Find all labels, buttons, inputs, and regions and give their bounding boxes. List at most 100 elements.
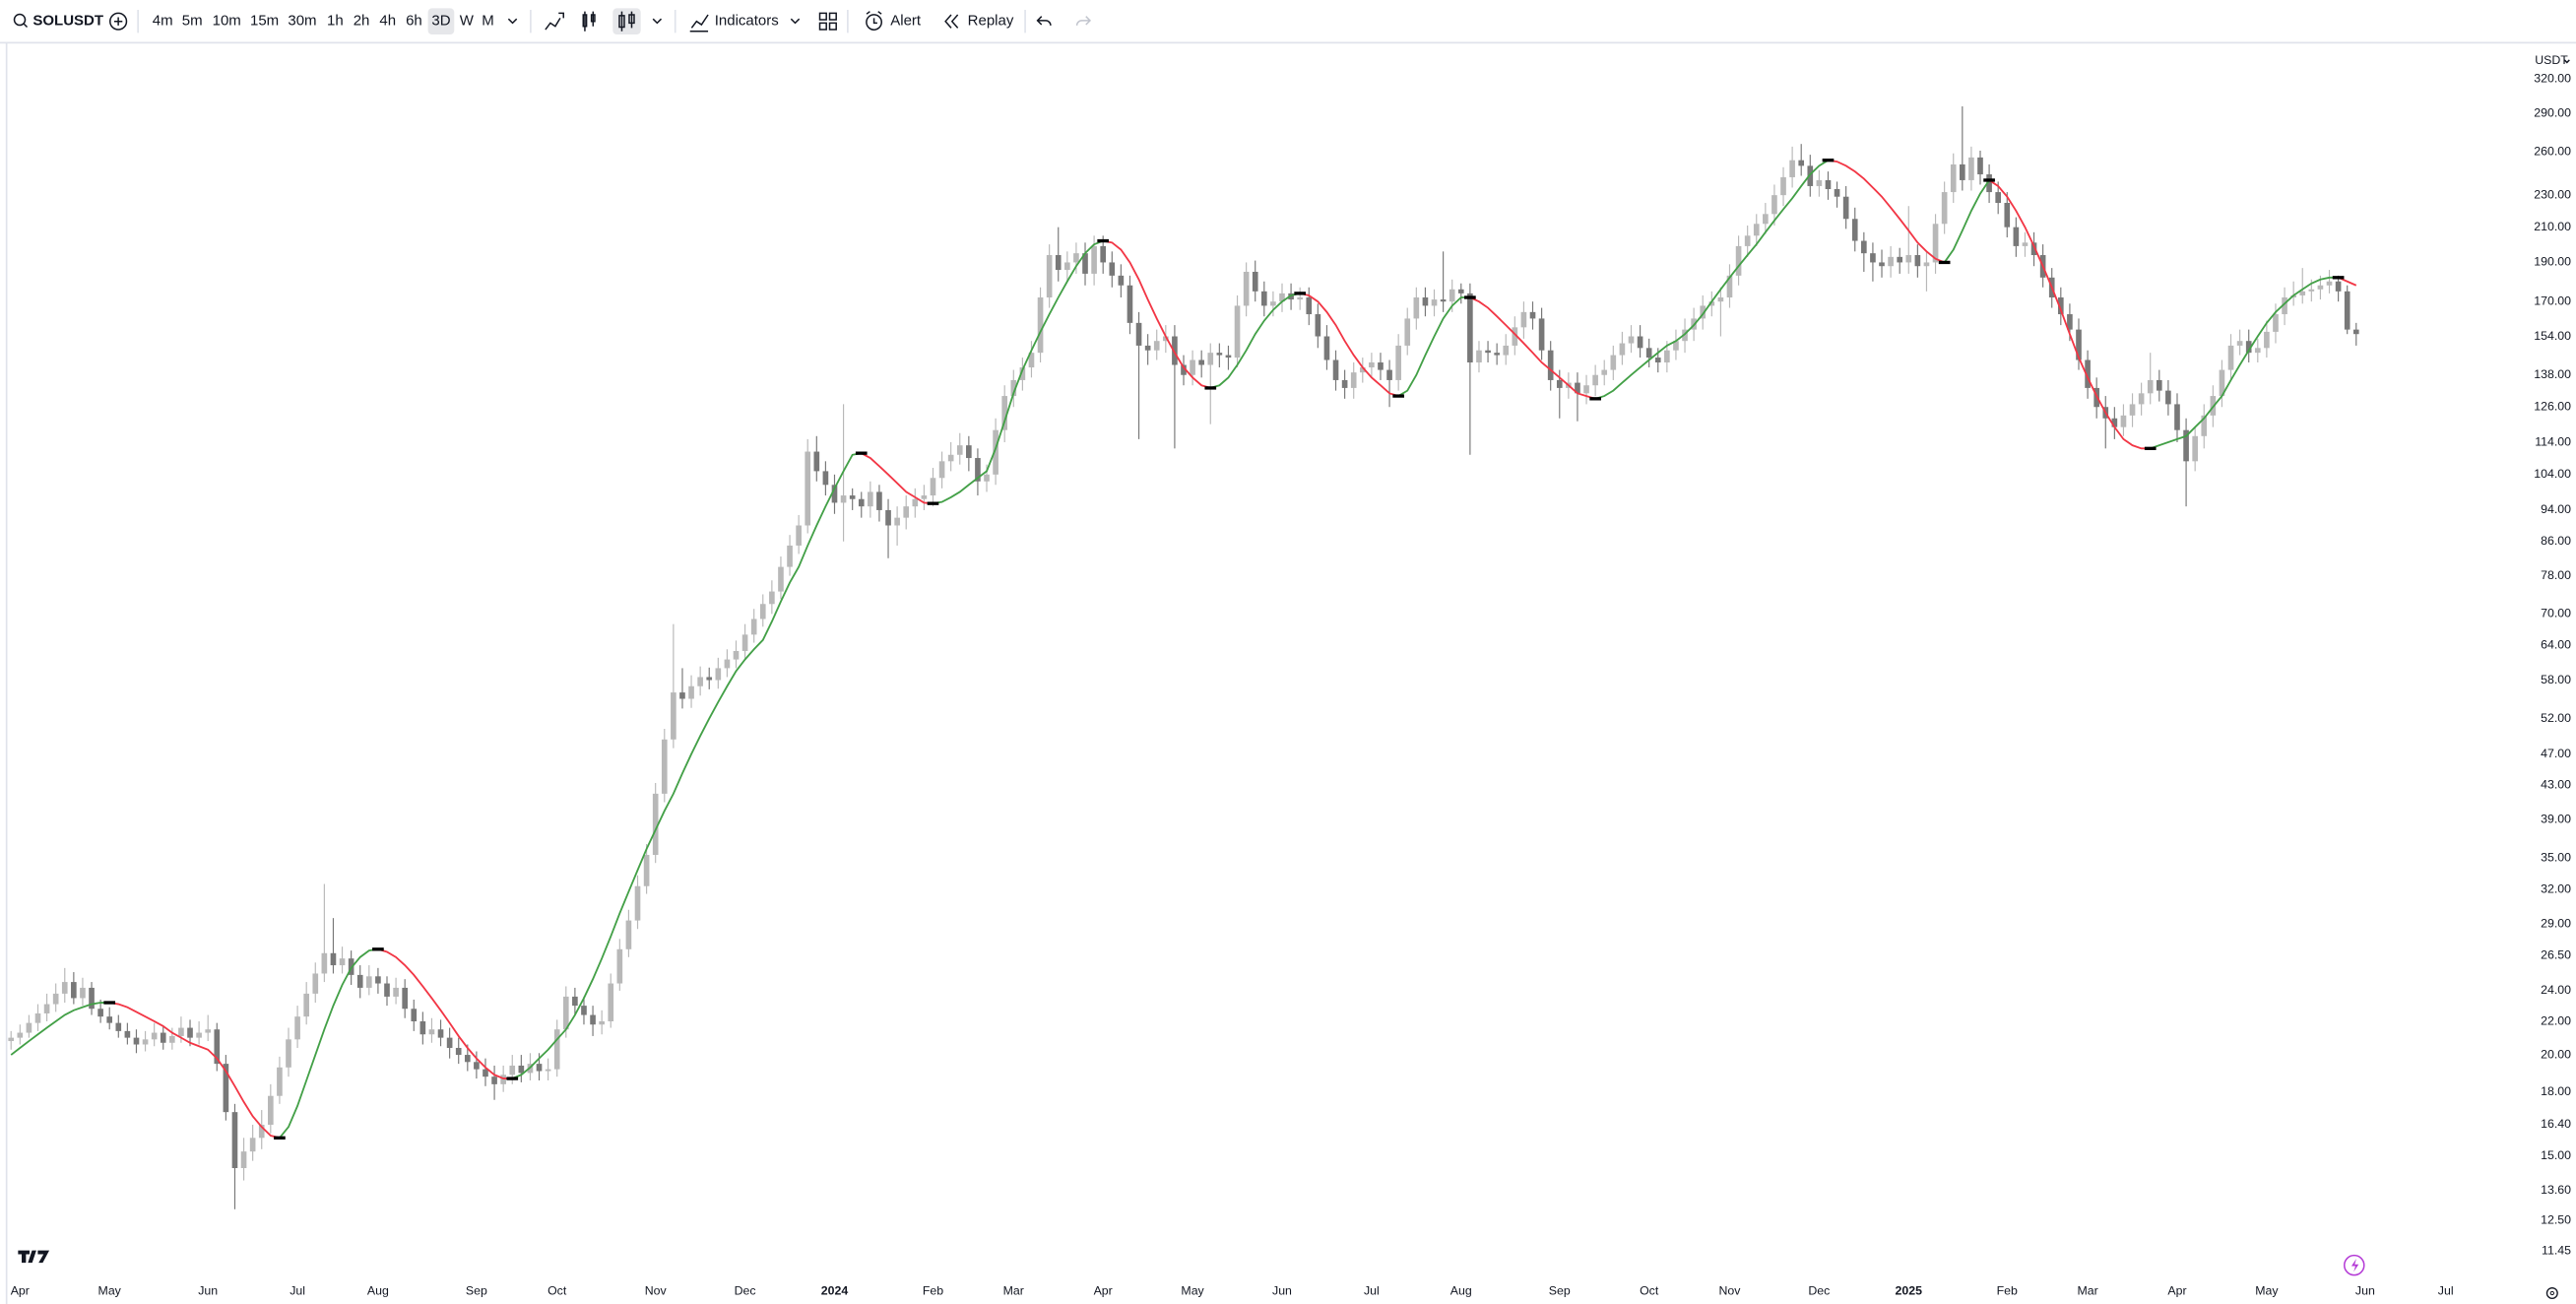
candle-body xyxy=(1064,262,1070,271)
interval[interactable]: 5m xyxy=(182,13,203,30)
candle-body xyxy=(1771,195,1777,215)
candle-body xyxy=(1279,293,1285,302)
candle-body xyxy=(921,495,928,499)
interval-active[interactable]: 3D xyxy=(431,13,450,30)
interval[interactable]: 30m xyxy=(288,13,316,30)
candle-body xyxy=(80,987,86,999)
candle-body xyxy=(2219,369,2225,397)
trend-segment xyxy=(279,947,379,1139)
candle-body xyxy=(196,1032,202,1038)
y-tick-label: 47.00 xyxy=(2541,747,2571,760)
indicators-icon[interactable] xyxy=(689,14,709,33)
symbol[interactable]: SOLUSDT xyxy=(32,13,103,30)
candle-body xyxy=(231,1112,238,1169)
candle-body xyxy=(464,1055,471,1063)
candle-body xyxy=(912,498,919,507)
currency-menu[interactable] xyxy=(2563,59,2570,64)
candle-body xyxy=(2147,379,2154,394)
interval[interactable]: 15m xyxy=(250,13,279,30)
interval[interactable]: 6h xyxy=(406,13,422,30)
x-tick-label: May xyxy=(1181,1284,1204,1298)
candle-body xyxy=(356,974,363,988)
interval-menu[interactable] xyxy=(507,18,518,25)
candle-body xyxy=(52,993,59,1005)
interval[interactable]: 10m xyxy=(213,13,241,30)
candle-body xyxy=(2317,285,2324,290)
candle-body xyxy=(1395,345,1401,380)
indicators-menu[interactable] xyxy=(790,18,801,25)
interval[interactable]: 2h xyxy=(354,13,370,30)
candle-body xyxy=(652,793,659,856)
y-tick-label: 260.00 xyxy=(2534,145,2571,159)
y-tick-label: 230.00 xyxy=(2534,187,2571,201)
candle-body xyxy=(43,1004,50,1013)
chart-type-bars[interactable] xyxy=(582,11,596,32)
candle-body xyxy=(1538,318,1545,351)
candle-body xyxy=(966,445,972,459)
candle-body xyxy=(1888,256,1894,267)
x-tick-label: Nov xyxy=(645,1284,668,1298)
candle-body xyxy=(1834,188,1840,197)
chart-type-menu[interactable] xyxy=(652,18,663,25)
candle-body xyxy=(1404,318,1411,346)
x-tick-label: Oct xyxy=(1640,1284,1659,1298)
chart-type-line[interactable] xyxy=(545,12,565,31)
candle-body xyxy=(411,1009,418,1021)
candle-body xyxy=(1315,314,1321,337)
candle-body xyxy=(1610,355,1617,370)
candle-body xyxy=(1637,336,1643,349)
candle-body xyxy=(2227,345,2234,370)
time-axis: Apr May Jun Jul Aug Sep Oct Nov Dec 2024 Feb Mar Apr… xyxy=(11,1284,2454,1298)
x-tick-label: Dec xyxy=(1808,1284,1830,1298)
candle-body xyxy=(562,996,569,1030)
y-tick-label: 170.00 xyxy=(2534,293,2571,307)
chart-type-candles[interactable] xyxy=(618,11,635,32)
candle-body xyxy=(1870,253,1876,263)
candle-body xyxy=(1234,305,1241,359)
flash-bolt xyxy=(2351,1258,2359,1272)
replay-icon[interactable] xyxy=(944,14,959,29)
candle-body xyxy=(536,1064,543,1072)
candle-body xyxy=(1046,254,1053,298)
indicators-button[interactable]: Indicators xyxy=(715,13,779,30)
flash-icon[interactable] xyxy=(2344,1254,2365,1276)
candle-body xyxy=(2129,404,2136,416)
candle-body xyxy=(1172,336,1178,365)
candle-body xyxy=(1467,293,1473,363)
candle-body xyxy=(268,1095,274,1125)
add-symbol[interactable] xyxy=(109,12,128,31)
candle-body xyxy=(1708,301,1715,306)
y-tick-label: 20.00 xyxy=(2541,1047,2571,1061)
candle-body xyxy=(894,517,900,526)
candle-body xyxy=(1207,353,1214,365)
candle-body xyxy=(205,1029,212,1033)
interval[interactable]: W xyxy=(460,13,475,30)
candle-body xyxy=(2174,404,2180,430)
settings-icon[interactable] xyxy=(2545,1286,2558,1299)
candle-body xyxy=(2299,291,2306,295)
redo[interactable] xyxy=(1075,16,1092,26)
currency-label[interactable]: USDT xyxy=(2535,53,2568,67)
replay-button[interactable]: Replay xyxy=(968,13,1014,30)
candle-body xyxy=(1592,374,1598,386)
candle-body xyxy=(2308,289,2315,292)
candle-body xyxy=(339,958,346,966)
y-tick-label: 154.00 xyxy=(2534,329,2571,343)
alert-button[interactable]: Alert xyxy=(890,13,922,30)
interval[interactable]: M xyxy=(482,13,494,30)
x-tick-label: Oct xyxy=(547,1284,567,1298)
candle-body xyxy=(2254,348,2261,354)
interval[interactable]: 4m xyxy=(153,13,173,30)
search-icon[interactable] xyxy=(13,13,27,27)
layout-icon[interactable] xyxy=(818,12,837,31)
candle-body xyxy=(769,591,775,605)
candle-body xyxy=(277,1067,283,1096)
y-tick-label: 16.40 xyxy=(2541,1117,2571,1131)
interval[interactable]: 4h xyxy=(379,13,396,30)
alert-icon[interactable] xyxy=(866,14,882,31)
y-tick-label: 11.45 xyxy=(2542,1244,2571,1258)
interval[interactable]: 1h xyxy=(327,13,344,30)
undo[interactable] xyxy=(1036,16,1052,26)
trend-segment xyxy=(109,1002,281,1140)
candle-body xyxy=(61,982,68,994)
